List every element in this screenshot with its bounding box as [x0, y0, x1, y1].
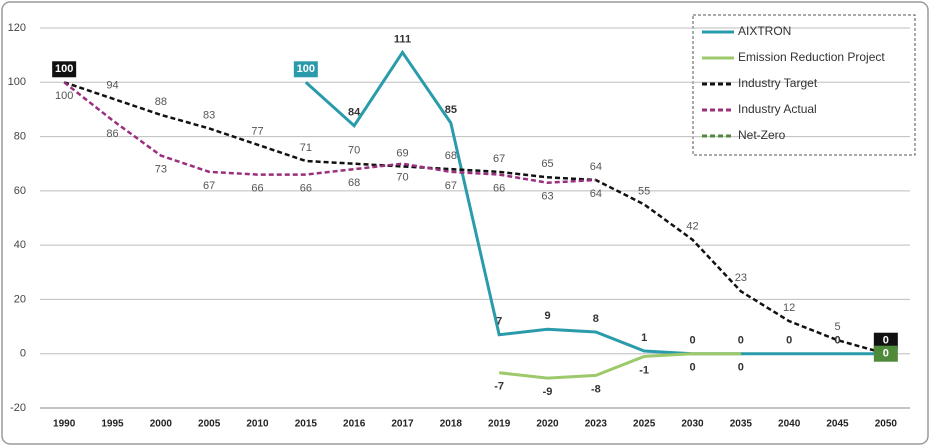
x-tick-label: 1990 [53, 419, 76, 430]
data-label: 70 [348, 145, 360, 157]
label-box [873, 332, 898, 349]
x-tick-label: 2020 [536, 419, 559, 430]
legend-label: Net-Zero [738, 128, 786, 142]
x-tick-label: 2017 [391, 419, 414, 430]
x-tick-label: 2030 [681, 419, 704, 430]
x-tick-label: 2015 [295, 419, 318, 430]
label-box [873, 345, 898, 362]
x-tick-label: 2025 [633, 419, 656, 430]
data-label: 67 [203, 180, 215, 192]
data-label: 66 [251, 182, 263, 194]
data-label: 0 [689, 335, 695, 347]
data-label: -7 [494, 381, 504, 393]
data-label: 0 [689, 362, 695, 374]
data-label: 66 [300, 182, 312, 194]
series-line [304, 49, 886, 356]
data-label: 67 [445, 180, 457, 192]
data-label: -1 [639, 364, 649, 376]
data-label: 68 [445, 150, 457, 162]
data-label: 66 [493, 182, 505, 194]
data-label: 71 [300, 142, 312, 154]
data-label: 64 [590, 161, 602, 173]
y-tick-label: 80 [14, 130, 26, 142]
data-label: 63 [541, 191, 553, 203]
legend-label: Industry Target [738, 76, 818, 90]
label-box [293, 61, 318, 78]
data-label: -8 [591, 383, 601, 395]
data-label: 111 [394, 33, 411, 45]
data-label: 12 [783, 302, 795, 314]
data-label: 64 [590, 188, 602, 200]
data-label: 77 [251, 126, 263, 138]
data-label: 68 [348, 177, 360, 189]
x-tick-label: 2019 [488, 419, 511, 430]
data-label: 83 [203, 109, 215, 121]
x-tick-label: 2005 [198, 419, 221, 430]
x-tick-label: 2018 [440, 419, 463, 430]
y-tick-label: 0 [20, 348, 26, 360]
data-label: 100 [55, 90, 73, 102]
data-label: 88 [155, 96, 167, 108]
data-label: 69 [396, 147, 408, 159]
x-tick-label: 2045 [826, 419, 849, 430]
legend-label: Industry Actual [738, 102, 817, 116]
data-label: 1 [641, 332, 647, 344]
y-tick-label: -20 [10, 402, 26, 414]
data-label: 73 [155, 163, 167, 175]
x-tick-label: 2035 [730, 419, 753, 430]
data-label: 0 [834, 335, 840, 347]
data-label: 65 [541, 158, 553, 170]
data-label: 67 [493, 153, 505, 165]
data-label: 5 [834, 321, 840, 333]
legend-label: AIXTRON [738, 24, 791, 38]
data-label: 7 [496, 316, 502, 328]
data-label: 100 [297, 63, 315, 75]
data-label: 0 [883, 348, 889, 360]
y-tick-label: 60 [14, 185, 26, 197]
data-label: 0 [738, 362, 744, 374]
y-tick-label: 20 [14, 293, 26, 305]
data-label: 42 [686, 221, 698, 233]
series-line [63, 81, 887, 355]
data-label: -9 [543, 386, 553, 398]
series-line [498, 352, 741, 380]
data-label: 0 [883, 335, 889, 347]
data-label: 0 [738, 335, 744, 347]
data-label: 100 [55, 63, 73, 75]
x-tick-label: 2000 [150, 419, 173, 430]
data-label: 94 [106, 79, 118, 91]
y-tick-label: 120 [8, 22, 26, 34]
x-tick-label: 1995 [101, 419, 124, 430]
data-label: 9 [544, 310, 550, 322]
data-label: 85 [445, 104, 457, 116]
y-tick-label: 40 [14, 239, 26, 251]
data-label: 0 [786, 335, 792, 347]
data-label: 86 [106, 128, 118, 140]
data-label: 55 [638, 185, 650, 197]
legend-label: Emission Reduction Project [738, 50, 885, 64]
x-tick-label: 2016 [343, 419, 366, 430]
label-box [52, 61, 77, 78]
y-tick-label: 100 [8, 76, 26, 88]
data-label: 23 [735, 272, 747, 284]
data-label: 84 [348, 107, 361, 119]
x-tick-label: 2010 [246, 419, 269, 430]
data-label: 8 [593, 313, 599, 325]
data-label: 70 [396, 172, 408, 184]
x-tick-label: 2050 [875, 419, 898, 430]
x-tick-label: 2040 [778, 419, 801, 430]
x-tick-label: 2023 [585, 419, 608, 430]
